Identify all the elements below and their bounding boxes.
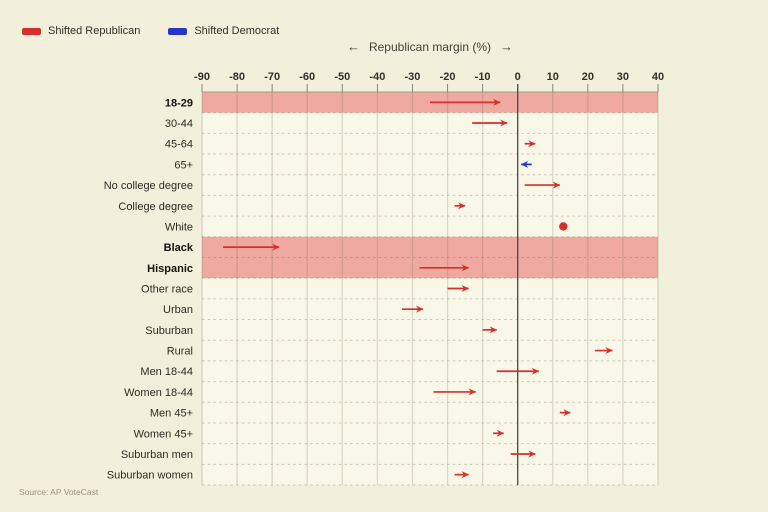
- row-label: Suburban women: [107, 470, 193, 482]
- highlight-band: [202, 236, 658, 258]
- row-label: Men 45+: [150, 408, 193, 420]
- tick-label: 0: [515, 71, 521, 83]
- axis-title-text: Republican margin (%): [368, 40, 492, 54]
- row-label: Women 45+: [134, 428, 193, 440]
- row-label: College degree: [118, 201, 193, 213]
- legend-item-shifted-democrat: Shifted Democrat: [168, 25, 279, 37]
- tick-label: -80: [229, 71, 245, 83]
- tick-label: -70: [264, 71, 280, 83]
- row-dividers: [202, 112, 658, 486]
- tick-label: 20: [582, 71, 594, 83]
- row-label: Hispanic: [147, 263, 193, 275]
- row-label: 65+: [174, 159, 193, 171]
- tick-label: -30: [405, 71, 421, 83]
- row-label: 30-44: [165, 118, 193, 130]
- tick-label: -90: [194, 71, 210, 83]
- row-label: Suburban: [145, 325, 193, 337]
- row-label: White: [165, 221, 193, 233]
- gridlines: [201, 92, 659, 485]
- x-axis-ticks: -90 -80 -70 -60 -50 -40 -30 -20 -10 0 10 20 30 40: [194, 71, 664, 92]
- tick-label: 40: [652, 71, 664, 83]
- legend-label: Shifted Republican: [48, 25, 141, 37]
- row-label: No college degree: [104, 180, 193, 192]
- democrat-swatch-icon: [168, 27, 188, 35]
- tick-label: -40: [369, 71, 385, 83]
- tick-label: 30: [617, 71, 629, 83]
- republican-swatch-icon: [22, 27, 41, 35]
- row-label: Suburban men: [121, 449, 193, 461]
- plot-area: [202, 92, 658, 485]
- row-label: Women 18-44: [124, 387, 193, 399]
- row-label: Men 18-44: [140, 366, 193, 378]
- legend-label: Shifted Democrat: [194, 25, 280, 37]
- legend: Shifted Republican Shifted Democrat: [22, 25, 279, 37]
- axis-title: ← Republican margin (%) →: [202, 39, 658, 54]
- tick-label: -10: [475, 71, 491, 83]
- right-arrow-icon: →: [500, 39, 514, 54]
- tick-label: 10: [547, 71, 559, 83]
- no-shift-dot: [559, 222, 568, 231]
- source-note: Source: AP VoteCast: [19, 487, 99, 497]
- row-label: 18-29: [165, 97, 193, 109]
- legend-item-shifted-republican: Shifted Republican: [22, 25, 140, 37]
- tick-label: -60: [299, 71, 315, 83]
- rows: 18-29 30-44 45-64 65+ No college degree Colle…: [104, 97, 613, 482]
- row-label: Rural: [167, 346, 193, 358]
- row-label: Urban: [163, 304, 193, 316]
- left-arrow-icon: ←: [346, 39, 360, 54]
- row-label: 45-64: [165, 139, 193, 151]
- row-label: Other race: [141, 284, 193, 296]
- row-label: Black: [164, 242, 194, 254]
- tick-label: -20: [440, 71, 456, 83]
- tick-label: -50: [334, 71, 350, 83]
